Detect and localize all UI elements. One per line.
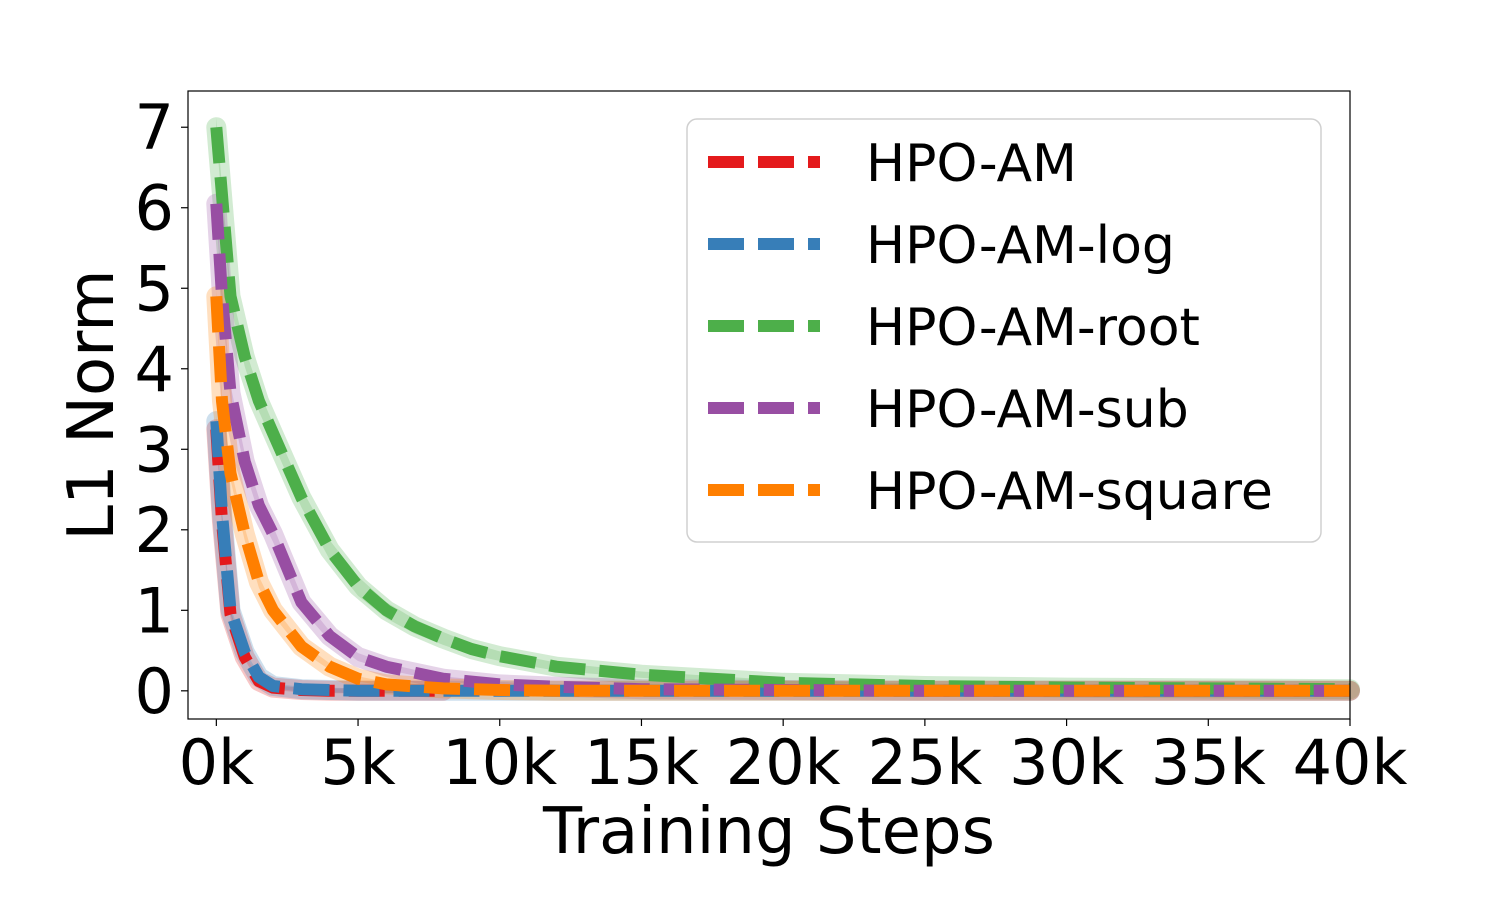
- y-tick-label: 1: [135, 574, 174, 647]
- legend-label-hpo-am-square: HPO-AM-square: [866, 462, 1273, 522]
- series-lines: [210, 126, 1351, 697]
- y-tick-label: 2: [135, 494, 174, 567]
- legend: HPO-AM HPO-AM-log HPO-AM-root HPO-AM-sub HPO…: [686, 118, 1322, 543]
- x-tick-label: 5k: [320, 726, 395, 799]
- plot-frame: [187, 90, 1351, 720]
- legend-label-hpo-am-sub: HPO-AM-sub: [866, 380, 1189, 440]
- x-tick-label: 25k: [867, 726, 982, 799]
- legend-box: [686, 118, 1322, 543]
- legend-label-hpo-am: HPO-AM: [866, 134, 1077, 194]
- y-tick-label: 6: [135, 172, 174, 245]
- y-tick-label: 3: [135, 413, 174, 486]
- y-tick-label: 0: [135, 655, 174, 728]
- y-axis-ticks: 0 12 34 56 7: [135, 91, 188, 728]
- line-hpo-am-square: [210, 295, 1350, 697]
- x-tick-label: 15k: [584, 726, 699, 799]
- x-tick-label: 30k: [1009, 726, 1124, 799]
- x-tick-label: 10k: [442, 726, 557, 799]
- y-axis-label: L1 Norm: [55, 269, 129, 540]
- x-tick-label: 40k: [1293, 726, 1408, 799]
- x-tick-label: 20k: [726, 726, 841, 799]
- y-tick-label: 4: [135, 333, 174, 406]
- y-tick-label: 7: [135, 91, 174, 164]
- x-tick-label: 35k: [1151, 726, 1266, 799]
- x-tick-label: 0k: [179, 726, 254, 799]
- legend-label-hpo-am-log: HPO-AM-log: [866, 216, 1175, 276]
- legend-label-hpo-am-root: HPO-AM-root: [866, 298, 1200, 358]
- y-tick-label: 5: [135, 252, 174, 325]
- x-axis-label: Training Steps: [542, 795, 995, 869]
- x-axis-ticks: 0k 5k 10k 15k 20k 25k 30k 35k 40k: [179, 719, 1408, 799]
